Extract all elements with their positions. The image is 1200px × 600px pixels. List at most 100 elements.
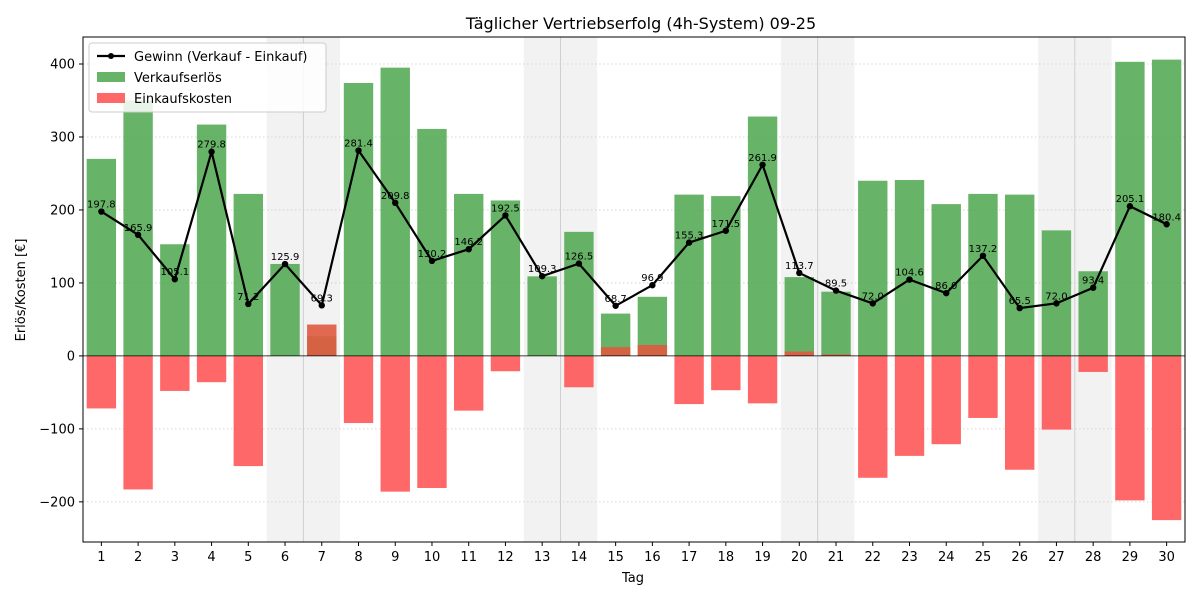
revenue-bar-1 [86, 158, 117, 356]
revenue-bar-23 [894, 180, 925, 356]
legend: Gewinn (Verkauf - Einkauf) Verkaufserlös E… [88, 42, 327, 113]
weekend-band-7 [303, 37, 341, 542]
legend-label-revenue: Verkaufserlös [134, 71, 222, 86]
profit-line-path [100, 147, 1168, 310]
x-tick-label-18: 18 [718, 550, 735, 565]
profit-point-25 [979, 252, 987, 259]
profit-point-21 [832, 287, 840, 294]
revenue-bar-3 [160, 244, 190, 356]
profit-label-23: 104.6 [895, 268, 924, 279]
cost-bar-26 [1005, 355, 1035, 470]
x-tick-label-23: 23 [901, 550, 918, 565]
cost-bar-27 [1041, 355, 1072, 430]
cost-bar-8 [343, 355, 374, 424]
revenue-bar-5 [233, 193, 263, 356]
cost-bar-28 [1078, 355, 1108, 372]
profit-point-2 [134, 231, 142, 239]
profit-label-26: 65.5 [1009, 296, 1031, 307]
profit-label-27: 72.0 [1045, 291, 1067, 302]
cost-bar-30 [1151, 355, 1182, 521]
x-tick-label-8: 8 [354, 550, 362, 565]
profit-label-30: 180.4 [1152, 212, 1181, 223]
legend-label-profit: Gewinn (Verkauf - Einkauf) [134, 50, 307, 65]
cost-bar-9 [380, 355, 410, 492]
profit-point-13 [538, 272, 546, 280]
cost-bar-1 [86, 355, 117, 409]
x-tick-label-25: 25 [975, 550, 992, 565]
profit-label-15: 68.7 [605, 294, 627, 305]
profit-label-18: 171.5 [712, 219, 741, 230]
profit-point-4 [208, 148, 215, 155]
cost-bar-11 [454, 355, 484, 411]
x-tick-label-19: 19 [754, 550, 771, 565]
profit-point-11 [465, 246, 472, 253]
profit-label-24: 86.0 [935, 281, 957, 292]
revenue-bar-6 [270, 263, 300, 356]
cost-bar-positive-20 [784, 351, 814, 356]
x-tick-label-20: 20 [791, 550, 808, 565]
profit-point-10 [428, 257, 436, 265]
revenue-bar-14 [564, 231, 594, 356]
profit-label-4: 279.8 [197, 140, 226, 151]
x-tick-label-11: 11 [460, 550, 477, 565]
profit-point-9 [392, 199, 399, 207]
profit-label-11: 146.2 [454, 237, 483, 248]
profit-label-28: 93.4 [1082, 276, 1104, 287]
revenue-bar-9 [380, 67, 410, 356]
x-tick-label-13: 13 [534, 550, 551, 565]
revenue-bar-22 [858, 180, 888, 356]
revenue-bar-18 [711, 196, 741, 356]
y-tick-label-400: 400 [50, 58, 75, 73]
cost-bar-18 [711, 355, 741, 391]
profit-point-19 [759, 161, 766, 168]
x-tick-label-26: 26 [1011, 550, 1028, 565]
x-tick-label-29: 29 [1122, 550, 1139, 565]
x-tick-label-3: 3 [171, 550, 179, 565]
revenue-bar-12 [490, 200, 521, 356]
legend-marker-profit-dot [108, 53, 114, 59]
profit-label-21: 89.5 [825, 279, 847, 290]
revenue-bar-27 [1041, 230, 1072, 356]
profit-label-16: 96.9 [641, 273, 663, 284]
y-tick-label-100: 100 [50, 276, 75, 291]
revenue-bar-17 [674, 194, 704, 356]
x-tick-label-17: 17 [681, 550, 698, 565]
x-tick-label-6: 6 [281, 550, 289, 565]
legend-marker-cost [97, 93, 125, 103]
revenue-bar-25 [968, 193, 998, 356]
profit-point-30 [1163, 221, 1170, 228]
x-tick-label-4: 4 [207, 550, 215, 565]
profit-point-15 [612, 302, 619, 309]
legend-marker-revenue [97, 72, 125, 82]
y-tick-label-300: 300 [50, 130, 75, 145]
profit-point-18 [722, 227, 730, 234]
profit-label-19: 261.9 [748, 153, 777, 164]
cost-bar-positive-7 [307, 324, 337, 356]
x-tick-label-22: 22 [864, 550, 881, 565]
profit-point-14 [575, 260, 583, 267]
x-tick-label-16: 16 [644, 550, 661, 565]
profit-label-17: 155.3 [675, 231, 704, 242]
cost-bar-19 [747, 355, 778, 404]
profit-point-7 [318, 302, 325, 309]
x-tick-label-27: 27 [1048, 550, 1065, 565]
profit-point-6 [281, 260, 289, 268]
chart-title: Täglicher Vertriebserfolg (4h-System) 09… [465, 14, 816, 33]
profit-label-12: 192.5 [491, 203, 520, 214]
cost-bar-positive-21 [821, 354, 851, 356]
revenue-bar-19 [747, 116, 778, 356]
profit-label-13: 109.3 [528, 264, 557, 275]
x-tick-label-24: 24 [938, 550, 955, 565]
cost-bar-2 [123, 355, 153, 490]
cost-bar-5 [233, 355, 263, 467]
profit-point-16 [649, 281, 656, 289]
profit-label-5: 71.2 [237, 292, 259, 303]
x-tick-label-2: 2 [134, 550, 142, 565]
profit-label-9: 209.8 [381, 191, 410, 202]
profit-point-5 [245, 300, 252, 308]
revenue-bar-26 [1005, 194, 1035, 356]
profit-label-2: 165.9 [124, 223, 153, 234]
profit-point-29 [1126, 203, 1134, 210]
x-tick-label-21: 21 [828, 550, 845, 565]
